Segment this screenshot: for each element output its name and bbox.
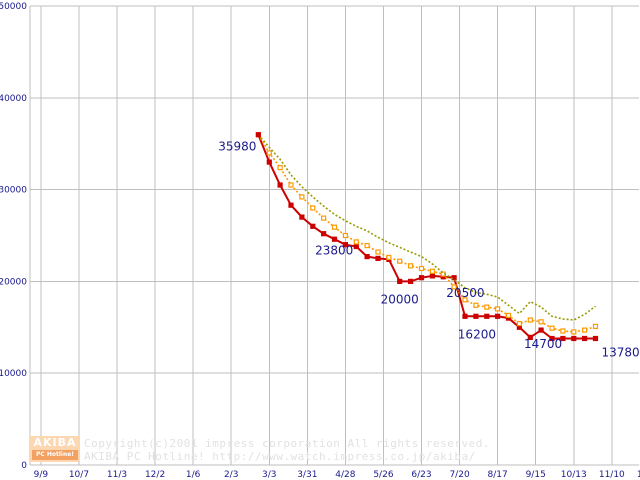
data-point (408, 278, 414, 284)
data-point (321, 231, 327, 237)
data-point (527, 317, 533, 323)
data-point (288, 202, 294, 208)
y-tick-label: 0 (21, 461, 27, 471)
data-point (538, 327, 544, 333)
data-point (429, 273, 435, 279)
x-tick-label: 3/31 (297, 470, 317, 480)
x-tick-label: 6/23 (411, 470, 431, 480)
y-axis-ticks: 0 10000 20000 30000 40000 50000 (0, 2, 27, 471)
series-average-price (255, 132, 599, 335)
data-point (495, 313, 501, 319)
data-point (342, 232, 348, 239)
data-point (495, 306, 501, 312)
x-tick-label: 7/20 (449, 470, 469, 480)
data-point (571, 335, 577, 342)
value-label: 23800 (315, 244, 353, 258)
data-point (538, 319, 544, 325)
x-tick-label: 9/9 (34, 470, 49, 480)
first-data-point (255, 132, 261, 138)
value-annotations: 35980 23800 20000 20500 16200 14700 13780 (218, 140, 639, 360)
data-point (516, 321, 523, 327)
value-label: 14700 (524, 337, 562, 351)
x-tick-label: 12/2 (145, 470, 165, 480)
x-tick-label: 10/7 (69, 470, 89, 480)
data-point (397, 278, 403, 284)
value-label: 35980 (218, 140, 256, 154)
y-tick-label: 40000 (0, 94, 27, 104)
data-point (571, 329, 577, 335)
data-point (560, 335, 566, 342)
x-tick-label: 5/26 (373, 470, 393, 480)
data-point (549, 335, 555, 342)
data-point (462, 297, 468, 303)
data-point (277, 182, 283, 188)
data-point (592, 335, 599, 342)
data-point (505, 312, 512, 318)
data-point (364, 243, 370, 249)
x-tick-label: 9/15 (526, 470, 546, 480)
data-point (288, 182, 294, 188)
value-label: 20500 (446, 286, 484, 300)
value-label: 16200 (458, 327, 496, 341)
data-point (299, 214, 305, 220)
data-point (581, 335, 588, 342)
data-point (397, 258, 403, 264)
data-point (451, 275, 457, 281)
data-point (375, 255, 381, 261)
data-point (310, 205, 316, 211)
data-point (331, 224, 338, 230)
x-tick-label: 10/13 (561, 470, 587, 480)
y-tick-label: 30000 (0, 186, 27, 196)
data-point (451, 284, 457, 290)
data-point (527, 334, 533, 340)
x-tick-label: 3/3 (262, 470, 276, 480)
y-tick-label: 10000 (0, 369, 27, 379)
y-tick-label: 20000 (0, 277, 27, 287)
y-tick-label: 50000 (0, 2, 27, 12)
data-point (592, 323, 599, 329)
x-tick-label: 4/28 (335, 470, 355, 480)
data-point (364, 254, 370, 260)
data-point (484, 304, 490, 310)
data-point (321, 215, 327, 221)
data-point (429, 268, 435, 274)
x-tick-label: 8/17 (488, 470, 508, 480)
x-tick-label: 11/3 (107, 470, 127, 480)
x-tick-label: 2/3 (224, 470, 238, 480)
data-point (473, 313, 479, 319)
data-point (418, 275, 425, 281)
x-tick-label: 11/23 (637, 470, 640, 480)
x-tick-label: 1/6 (186, 470, 201, 480)
series-highest-price (257, 134, 596, 321)
value-label: 20000 (381, 292, 419, 306)
data-point (386, 254, 392, 261)
data-point (299, 194, 305, 200)
data-point (462, 313, 468, 319)
data-point (310, 223, 316, 229)
data-point (266, 150, 272, 156)
data-point (408, 263, 414, 269)
data-point (581, 327, 588, 333)
data-point (353, 239, 359, 245)
value-label: 13780 (602, 346, 640, 360)
data-point (560, 328, 566, 334)
data-point (549, 325, 555, 331)
series-lowest-price (255, 132, 599, 342)
data-point (331, 236, 338, 242)
grid-lines (29, 5, 639, 466)
data-point (353, 243, 359, 250)
data-point (484, 313, 490, 319)
x-axis-ticks: 9/9 10/7 11/3 12/2 1/6 2/3 3/3 3/31 4/28 5/26 6/23… (34, 470, 640, 480)
data-point (473, 302, 479, 308)
data-point (266, 159, 272, 165)
data-point (375, 249, 381, 255)
data-point (277, 165, 283, 171)
data-point (418, 265, 425, 272)
x-tick-label: 11/10 (599, 470, 625, 480)
data-point (342, 242, 348, 248)
